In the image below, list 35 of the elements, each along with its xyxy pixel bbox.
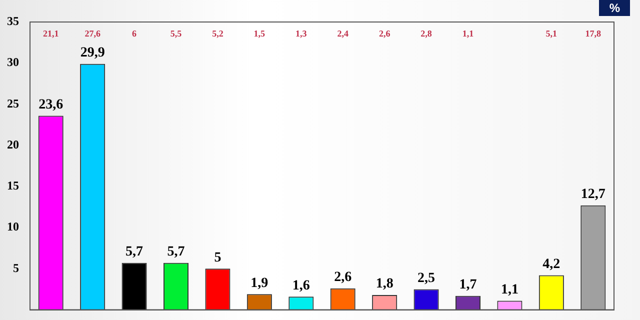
data-label: 5,7: [126, 244, 144, 260]
data-label: 23,6: [38, 97, 64, 112]
data-label: 1,6: [292, 278, 310, 294]
y-tick-label: 30: [7, 55, 19, 70]
annotation: 2,8: [420, 28, 432, 38]
y-tick-label: 25: [7, 96, 19, 110]
data-label: 1,7: [459, 277, 477, 292]
annotation: 5,5: [170, 28, 182, 38]
y-tick-label: 10: [7, 220, 19, 234]
data-label: 1,1: [500, 282, 518, 298]
annotation: 1,5: [254, 28, 266, 38]
y-tick-label: 20: [7, 137, 19, 152]
annotation: 1,1: [462, 28, 474, 38]
data-label: 1,9: [250, 276, 268, 291]
annotation: 21,1: [42, 28, 60, 38]
data-label: 2,6: [334, 270, 352, 286]
data-label: 2,5: [418, 270, 436, 286]
annotation: 17,8: [585, 28, 602, 38]
y-tick-label: 5: [13, 260, 19, 275]
annotation: 5,1: [546, 28, 558, 38]
data-label: 29,9: [80, 46, 105, 61]
annotation: 5,2: [212, 28, 224, 38]
y-axis-title: %: [599, 0, 630, 16]
annotation: 1,3: [296, 28, 308, 38]
data-label: 12,7: [580, 186, 606, 202]
data-label: 4,2: [542, 256, 560, 272]
annotation: 2,6: [378, 28, 391, 38]
data-label: 1,8: [376, 276, 394, 292]
y-tick-label: 15: [7, 178, 19, 193]
annotation: 27,6: [84, 28, 101, 38]
annotation: 2,4: [337, 28, 349, 38]
annotation: 6: [132, 28, 138, 38]
data-label: 5,7: [167, 244, 185, 260]
y-tick-label: 35: [7, 14, 19, 28]
data-label: 5: [214, 250, 222, 266]
